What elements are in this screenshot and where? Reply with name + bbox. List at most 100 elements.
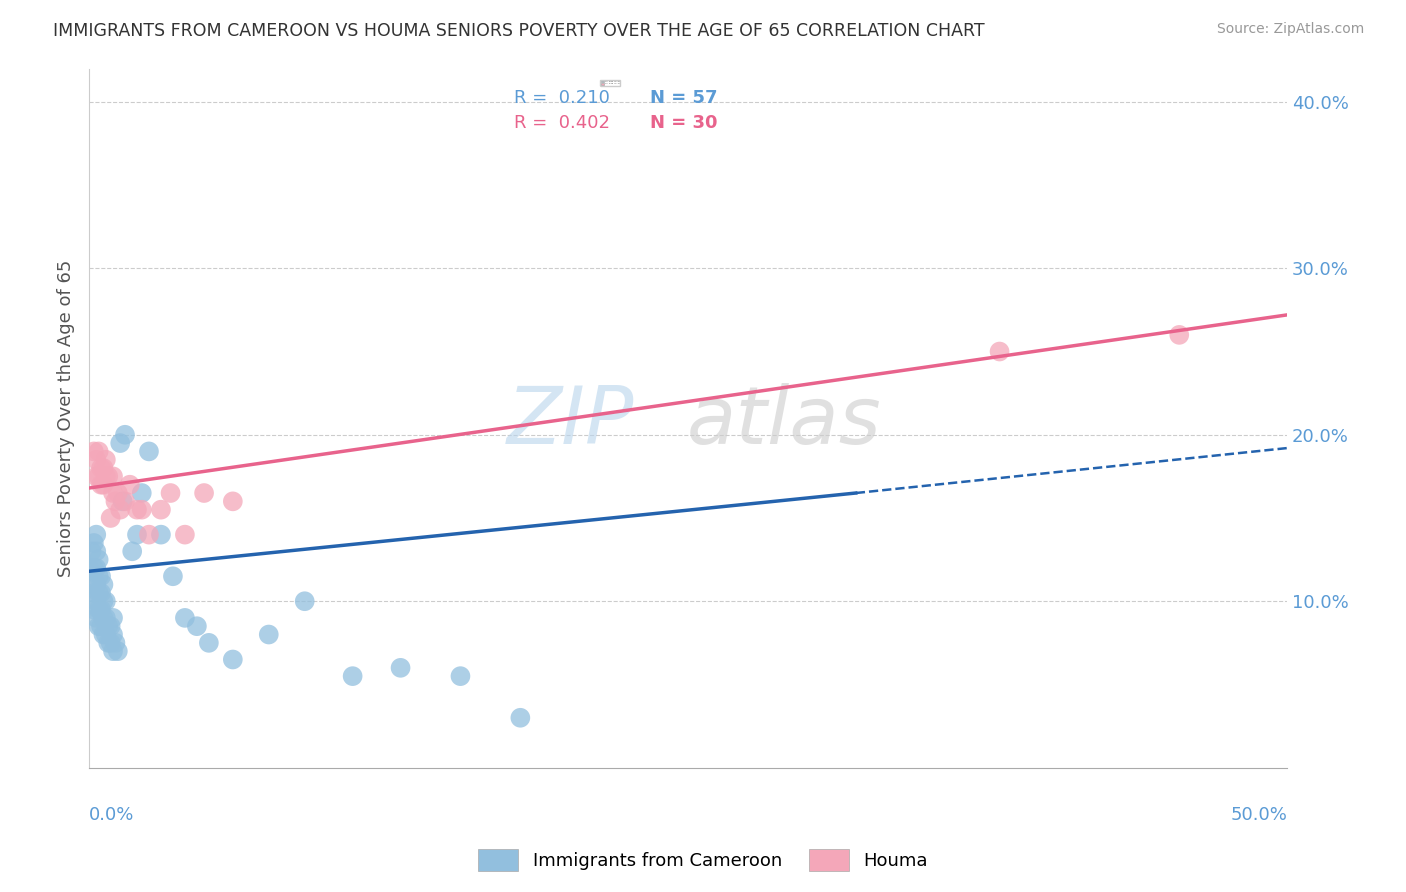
Point [174,527,197,541]
Point [174,611,197,625]
Text: ZIP: ZIP [506,383,634,460]
Point [1168,327,1191,342]
Point [94,627,117,641]
Point [294,594,316,608]
Text: N = 30: N = 30 [650,114,717,132]
Point [94,469,117,483]
Point [84,527,107,541]
Point [93,577,115,591]
Point [83,586,105,600]
Point [162,569,184,583]
Point [159,486,181,500]
Point [131,502,153,516]
Point [125,527,148,541]
Point [84,469,107,483]
Point [101,627,124,641]
Point [121,544,143,558]
Point [149,527,172,541]
Point [90,602,112,616]
Point [93,461,115,475]
Text: 50.0%: 50.0% [1230,806,1286,824]
Point [97,636,120,650]
Point [87,552,110,566]
Point [90,461,112,475]
Point [100,511,122,525]
Point [222,652,245,666]
Point [83,536,105,550]
Point [988,344,1011,359]
Point [114,427,136,442]
Point [100,619,122,633]
Point [90,569,112,583]
Point [87,586,110,600]
Point [193,486,215,500]
Legend:  R =  0.210   N = 57,  R =  0.402   N = 30: R = 0.210 N = 57, R = 0.402 N = 30 [600,79,620,86]
Point [94,452,117,467]
Point [114,494,136,508]
Point [222,494,245,508]
Point [93,611,115,625]
Point [90,586,112,600]
Point [83,444,105,458]
Y-axis label: Seniors Poverty Over the Age of 65: Seniors Poverty Over the Age of 65 [58,260,75,577]
Point [342,669,364,683]
Point [118,477,141,491]
Point [101,644,124,658]
Point [111,494,134,508]
Text: R =  0.402: R = 0.402 [515,114,610,132]
Point [110,436,132,450]
Point [138,444,160,458]
Point [93,627,115,641]
Point [84,577,107,591]
Point [100,636,122,650]
Point [101,469,124,483]
Point [449,669,471,683]
Point [84,561,107,575]
Point [509,711,531,725]
Point [84,452,107,467]
Text: 0.0%: 0.0% [89,806,135,824]
Text: IMMIGRANTS FROM CAMEROON VS HOUMA SENIORS POVERTY OVER THE AGE OF 65 CORRELATION: IMMIGRANTS FROM CAMEROON VS HOUMA SENIOR… [53,22,986,40]
Point [101,611,124,625]
Point [87,569,110,583]
Point [90,477,112,491]
Point [80,544,103,558]
Point [101,486,124,500]
Text: Source: ZipAtlas.com: Source: ZipAtlas.com [1216,22,1364,37]
Point [104,636,127,650]
Point [87,444,110,458]
Point [94,594,117,608]
Point [87,602,110,616]
Point [83,602,105,616]
Point [84,594,107,608]
Point [149,502,172,516]
Point [125,502,148,516]
Legend: Immigrants from Cameroon, Houma: Immigrants from Cameroon, Houma [471,842,935,879]
Point [97,619,120,633]
Point [93,594,115,608]
Point [84,611,107,625]
Point [107,486,129,500]
Point [87,469,110,483]
Point [94,611,117,625]
Point [87,619,110,633]
Point [90,619,112,633]
Point [83,561,105,575]
Point [77,561,100,575]
Point [110,502,132,516]
Point [97,469,120,483]
Point [257,627,280,641]
Point [107,644,129,658]
Point [198,636,221,650]
Point [131,486,153,500]
Text: N = 57: N = 57 [650,89,717,107]
Point [138,527,160,541]
Point [104,494,127,508]
Text: atlas: atlas [686,383,882,460]
Point [93,477,115,491]
Text: R =  0.210: R = 0.210 [515,89,610,107]
Point [84,544,107,558]
Point [389,661,412,675]
Point [186,619,208,633]
Point [80,577,103,591]
